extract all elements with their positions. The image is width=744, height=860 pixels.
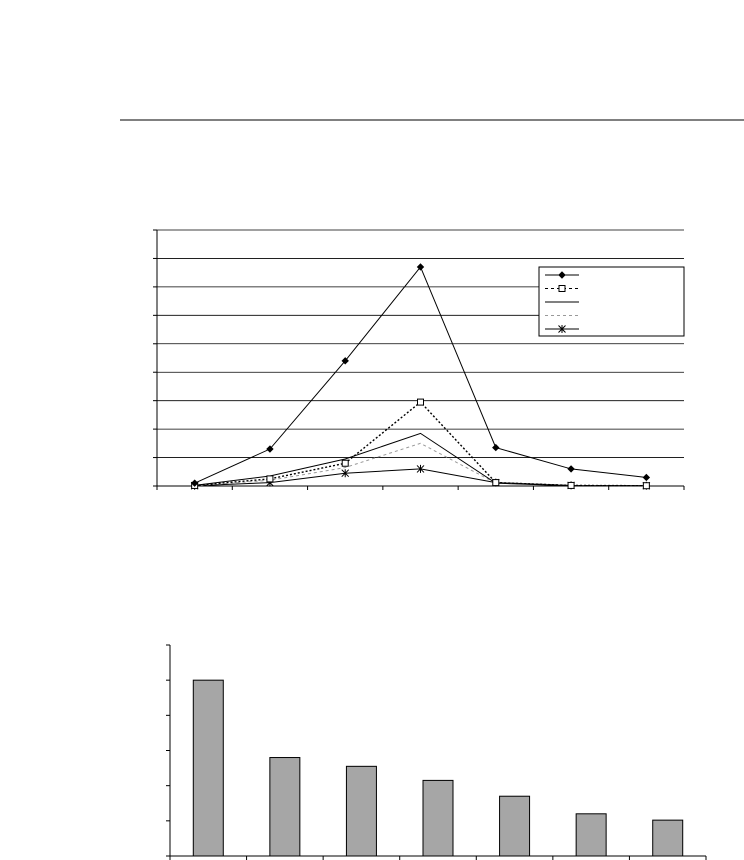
bar: [345, 765, 377, 857]
marker-square: [341, 459, 349, 467]
marker-diamond: [642, 473, 651, 482]
bar: [192, 679, 224, 857]
series-line: [194, 432, 647, 487]
bar: [269, 757, 301, 857]
bar: [652, 819, 684, 857]
bar: [575, 813, 607, 857]
marker-asterisk: [341, 469, 350, 478]
marker-asterisk: [558, 325, 566, 333]
bar-chart: [166, 644, 707, 860]
marker-diamond: [567, 465, 575, 473]
line-chart: [153, 229, 685, 490]
marker-square: [417, 398, 424, 406]
marker-diamond: [266, 445, 274, 453]
marker-asterisk: [416, 464, 425, 473]
marker-diamond: [341, 357, 349, 365]
marker-square: [266, 475, 274, 483]
marker-diamond: [492, 443, 500, 452]
marker-square: [567, 481, 575, 489]
series-line: [194, 401, 647, 487]
marker-square: [642, 482, 650, 490]
marker-diamond: [190, 479, 199, 487]
marker-diamond: [558, 271, 566, 279]
marker-diamond: [416, 263, 425, 271]
bar: [499, 795, 531, 857]
marker-square: [558, 285, 566, 292]
marker-square: [492, 479, 500, 487]
bar: [422, 779, 454, 857]
